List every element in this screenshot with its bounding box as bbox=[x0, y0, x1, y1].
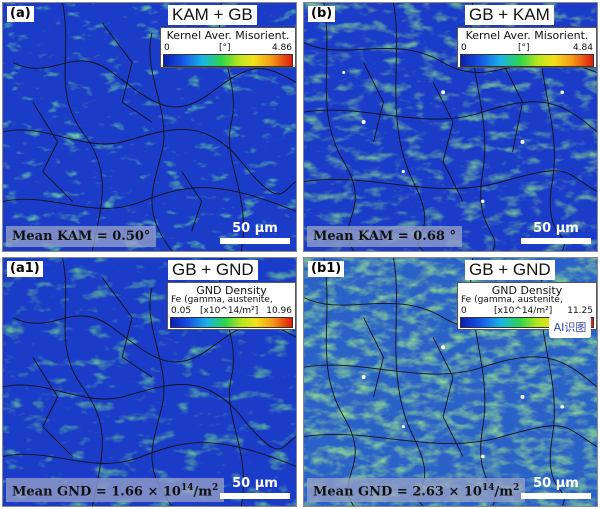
legend-colorbar bbox=[460, 317, 594, 328]
legend-min: 0 bbox=[164, 43, 170, 53]
legend-colorbar bbox=[163, 54, 293, 67]
legend-min: 0 bbox=[461, 43, 467, 53]
panel-title-b: GB + KAM bbox=[465, 5, 554, 25]
legend-subtitle: Fe (gamma, austenite, bbox=[461, 295, 563, 305]
stat-exponent-2: 2 bbox=[513, 482, 520, 493]
watermark-badge: AI识图 bbox=[549, 316, 591, 338]
panel-letter-b: (b) bbox=[308, 6, 336, 22]
panel-b1: (b1) GB + GND GND Density Fe (gamma, aus… bbox=[303, 257, 598, 507]
legend-unit: [°] bbox=[219, 43, 231, 53]
legend-unit: [x10^14/m²] bbox=[200, 306, 259, 316]
stat-exponent-2: 2 bbox=[212, 482, 219, 493]
legend-min: 0 bbox=[461, 306, 467, 316]
scale-bar-b1: 50 µm bbox=[521, 476, 591, 499]
panel-letter-a: (a) bbox=[7, 6, 34, 22]
panel-title-a1: GB + GND bbox=[168, 260, 258, 280]
scale-bar-label: 50 µm bbox=[533, 221, 579, 236]
legend-subtitle: Fe (gamma, austenite, bbox=[171, 295, 273, 305]
scale-bar-line bbox=[220, 238, 290, 244]
legend-title: GND Density bbox=[491, 284, 563, 297]
stat-exponent: 14 bbox=[180, 482, 194, 493]
legend-title: Kernel Aver. Misorient. bbox=[465, 29, 589, 42]
scale-bar-a: 50 µm bbox=[220, 221, 290, 244]
panel-b: (b) GB + KAM Kernel Aver. Misorient. 0 [… bbox=[303, 2, 598, 252]
legend-a: Kernel Aver. Misorient. 0 [°] 4.86 bbox=[160, 27, 296, 68]
scale-bar-line bbox=[521, 238, 591, 244]
scale-bar-label: 50 µm bbox=[533, 476, 579, 491]
scale-bar-line bbox=[220, 493, 290, 499]
scale-bar-line bbox=[521, 493, 591, 499]
stat-prefix: Mean GND = 1.66 × 10 bbox=[12, 484, 181, 499]
legend-a1: GND Density Fe (gamma, austenite, 0.05 [… bbox=[167, 282, 296, 330]
legend-unit: [°] bbox=[518, 43, 530, 53]
legend-b: Kernel Aver. Misorient. 0 [°] 4.84 bbox=[457, 27, 597, 68]
panel-title-b1: GB + GND bbox=[465, 260, 555, 280]
mean-kam-label-a: Mean KAM = 0.50° bbox=[6, 226, 157, 247]
gnd-map-b1 bbox=[304, 258, 597, 506]
legend-unit: [x10^14/m²] bbox=[494, 306, 553, 316]
scale-bar-label: 50 µm bbox=[232, 221, 278, 236]
legend-max: 10.96 bbox=[266, 306, 292, 316]
legend-title: Kernel Aver. Misorient. bbox=[166, 29, 290, 42]
legend-min: 0.05 bbox=[171, 306, 192, 316]
legend-title: GND Density bbox=[196, 284, 267, 297]
scale-bar-label: 50 µm bbox=[232, 476, 278, 491]
stat-suffix: /m bbox=[494, 484, 514, 499]
mean-gnd-label-b1: Mean GND = 2.63 × 1014/m2 bbox=[307, 477, 526, 502]
legend-max: 11.25 bbox=[567, 306, 593, 316]
stat-prefix: Mean GND = 2.63 × 10 bbox=[313, 484, 482, 499]
panel-letter-b1: (b1) bbox=[308, 261, 345, 277]
legend-max: 4.86 bbox=[271, 43, 292, 53]
mean-kam-label-b: Mean KAM = 0.68 ° bbox=[307, 226, 462, 247]
stat-suffix: /m bbox=[193, 484, 213, 499]
panel-a1: (a1) GB + GND GND Density Fe (gamma, aus… bbox=[2, 257, 297, 507]
legend-colorbar bbox=[170, 317, 293, 328]
stat-exponent: 14 bbox=[481, 482, 495, 493]
panel-title-a: KAM + GB bbox=[168, 5, 257, 25]
scale-bar-b: 50 µm bbox=[521, 221, 591, 244]
panel-letter-a1: (a1) bbox=[7, 261, 43, 277]
panel-a: (a) KAM + GB Kernel Aver. Misorient. 0 [… bbox=[2, 2, 297, 252]
legend-colorbar bbox=[460, 54, 594, 67]
watermark-label: AI识图 bbox=[553, 321, 587, 334]
legend-max: 4.84 bbox=[572, 43, 593, 53]
legend-b1: GND Density Fe (gamma, austenite, 0 [x10… bbox=[457, 282, 597, 330]
mean-gnd-label-a1: Mean GND = 1.66 × 1014/m2 bbox=[6, 477, 225, 502]
scale-bar-a1: 50 µm bbox=[220, 476, 290, 499]
